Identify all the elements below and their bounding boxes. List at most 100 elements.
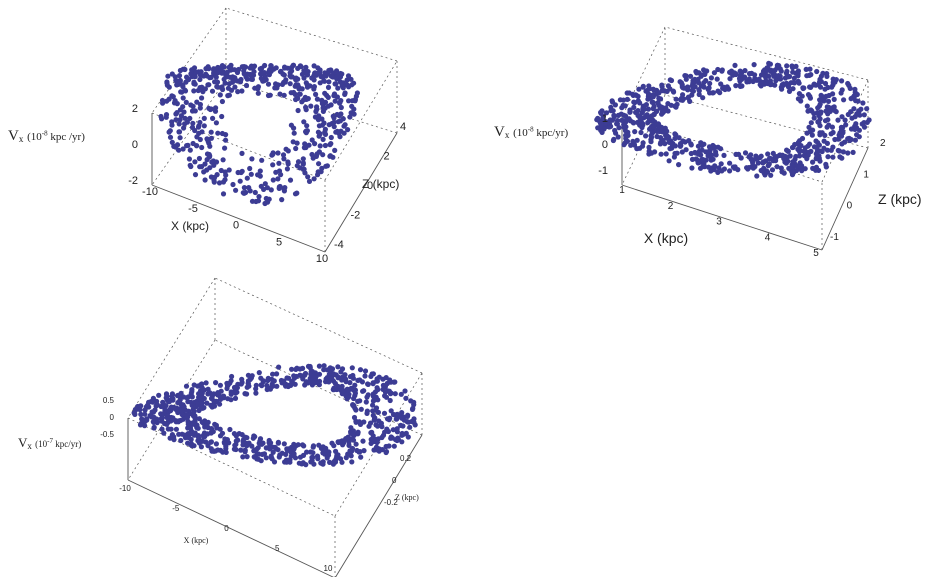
data-point	[316, 363, 322, 369]
data-point	[228, 389, 234, 395]
data-point	[832, 79, 838, 85]
data-point	[265, 81, 272, 87]
data-point	[256, 194, 262, 200]
data-point	[710, 90, 716, 96]
data-point	[711, 70, 717, 76]
data-point	[303, 64, 309, 70]
data-point	[657, 141, 663, 147]
data-point	[682, 139, 688, 145]
data-point	[858, 106, 864, 112]
data-point	[330, 113, 336, 119]
data-point	[314, 106, 320, 112]
data-point	[379, 447, 385, 453]
data-point	[790, 86, 796, 92]
data-point	[303, 80, 309, 86]
data-point	[223, 137, 229, 143]
data-point	[256, 440, 262, 446]
data-point	[283, 381, 289, 387]
data-point	[328, 73, 334, 79]
data-point	[329, 366, 336, 372]
data-point	[665, 101, 671, 107]
data-point	[287, 177, 294, 183]
data-point	[249, 373, 255, 379]
data-point	[622, 103, 628, 109]
data-point	[808, 107, 814, 113]
x-tick-label: 2	[668, 201, 674, 212]
data-point	[328, 134, 334, 141]
data-point	[861, 112, 867, 118]
data-point	[230, 181, 236, 188]
data-point	[316, 113, 322, 119]
data-point	[317, 378, 323, 384]
data-point	[159, 426, 165, 432]
data-point	[752, 156, 758, 162]
data-point	[852, 89, 858, 95]
data-point	[817, 158, 823, 164]
box-edge	[324, 60, 398, 181]
data-point	[238, 447, 244, 453]
data-point	[176, 121, 182, 127]
data-point	[713, 149, 719, 155]
data-point	[852, 137, 858, 143]
data-point	[363, 399, 369, 405]
data-point	[776, 73, 782, 79]
data-point	[178, 437, 184, 444]
data-point	[678, 80, 684, 86]
data-point	[760, 160, 766, 166]
data-points	[131, 363, 418, 468]
data-point	[288, 382, 294, 388]
data-point	[331, 91, 338, 97]
data-point	[769, 167, 776, 173]
data-point	[244, 175, 250, 181]
data-point	[742, 68, 748, 74]
data-point	[216, 180, 223, 186]
data-point	[225, 396, 231, 402]
data-point	[766, 60, 772, 66]
data-point	[643, 113, 649, 119]
data-point	[392, 391, 398, 397]
data-point	[674, 150, 680, 156]
data-point	[334, 452, 340, 458]
data-point	[268, 187, 274, 193]
data-point	[780, 81, 787, 87]
data-point	[276, 168, 283, 174]
data-point	[352, 382, 358, 388]
data-point	[249, 156, 255, 162]
data-point	[810, 165, 816, 171]
box-edge	[151, 184, 326, 253]
data-point	[235, 89, 241, 95]
data-point	[219, 98, 225, 105]
data-point	[253, 382, 259, 388]
data-point	[346, 442, 352, 448]
data-point	[307, 83, 313, 89]
data-point	[224, 437, 230, 443]
data-point	[358, 406, 364, 412]
data-point	[689, 83, 695, 89]
data-point	[335, 119, 341, 125]
data-point	[206, 82, 212, 88]
data-point	[654, 128, 660, 134]
data-point	[816, 148, 823, 154]
data-point	[822, 86, 828, 92]
data-point	[344, 77, 350, 83]
data-point	[364, 410, 370, 416]
data-point	[321, 363, 327, 369]
data-point	[368, 436, 374, 443]
data-point	[374, 437, 380, 444]
data-point	[696, 91, 702, 98]
v-tick-label: 0	[132, 139, 138, 151]
data-point	[180, 104, 186, 110]
data-point	[719, 168, 725, 174]
z-tick-label: 2	[384, 151, 390, 163]
data-point	[860, 100, 866, 106]
data-point	[387, 397, 393, 404]
data-point	[307, 365, 313, 371]
data-point	[245, 372, 251, 378]
data-point	[412, 422, 418, 428]
data-point	[212, 79, 218, 85]
data-point	[220, 157, 226, 163]
data-point	[237, 178, 243, 184]
data-point	[358, 454, 364, 460]
data-point	[600, 115, 606, 121]
data-point	[262, 181, 268, 187]
